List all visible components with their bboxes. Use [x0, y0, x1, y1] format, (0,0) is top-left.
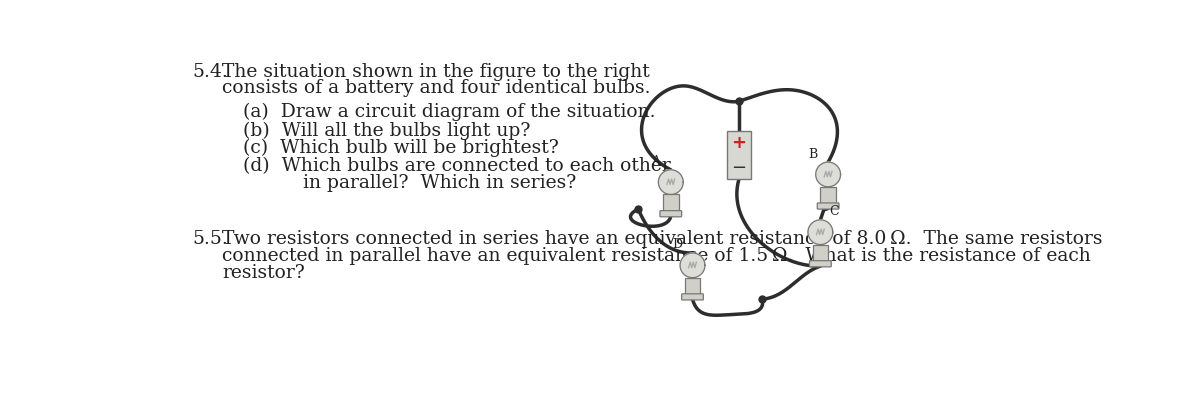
Text: in parallel?  Which in series?: in parallel? Which in series? — [242, 174, 576, 192]
Text: +: + — [732, 134, 746, 152]
Bar — [821, 187, 836, 204]
Polygon shape — [808, 220, 833, 245]
Text: (a)  Draw a circuit diagram of the situation.: (a) Draw a circuit diagram of the situat… — [242, 103, 655, 121]
Text: (d)  Which bulbs are connected to each other: (d) Which bulbs are connected to each ot… — [242, 158, 671, 175]
Polygon shape — [659, 170, 683, 194]
Text: connected in parallel have an equivalent resistance of 1.5 Ω.  What is the resis: connected in parallel have an equivalent… — [222, 247, 1091, 265]
Text: resistor?: resistor? — [222, 264, 305, 282]
Text: Two resistors connected in series have an equivalent resistance of 8.0 Ω.  The s: Two resistors connected in series have a… — [222, 230, 1103, 248]
Bar — [685, 278, 701, 295]
Text: C: C — [829, 205, 839, 218]
FancyBboxPatch shape — [660, 211, 682, 217]
Polygon shape — [680, 253, 704, 278]
Text: consists of a battery and four identical bulbs.: consists of a battery and four identical… — [222, 79, 650, 97]
Text: A: A — [650, 155, 660, 168]
Text: 5.5.: 5.5. — [193, 230, 228, 248]
Text: The situation shown in the figure to the right: The situation shown in the figure to the… — [222, 63, 650, 81]
Text: (c)  Which bulb will be brightest?: (c) Which bulb will be brightest? — [242, 139, 559, 157]
Polygon shape — [816, 162, 840, 187]
Bar — [812, 245, 828, 261]
Text: −: − — [732, 158, 746, 177]
Text: B: B — [808, 148, 817, 161]
Text: 5.4.: 5.4. — [193, 63, 228, 81]
Text: D: D — [672, 239, 682, 252]
Bar — [727, 131, 751, 179]
FancyBboxPatch shape — [817, 203, 839, 209]
Text: (b)  Will all the bulbs light up?: (b) Will all the bulbs light up? — [242, 121, 530, 139]
FancyBboxPatch shape — [810, 261, 832, 267]
Bar — [664, 194, 678, 211]
FancyBboxPatch shape — [682, 294, 703, 300]
